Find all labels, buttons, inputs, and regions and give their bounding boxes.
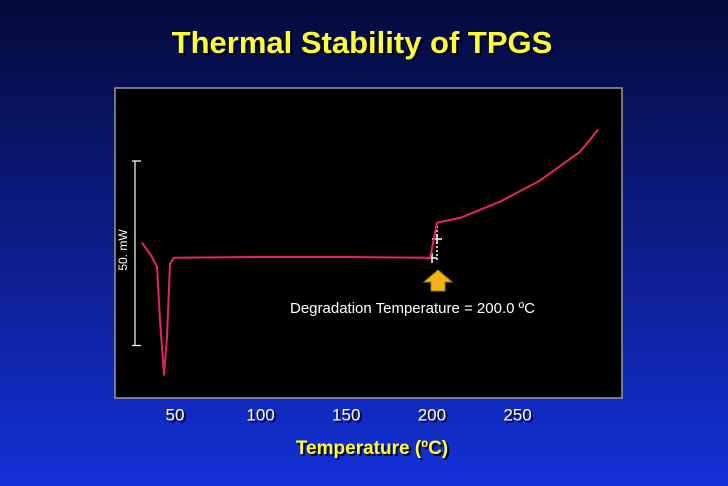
arrow-icon (422, 269, 454, 292)
x-axis-label: Temperature (ºC) (296, 438, 448, 459)
x-tick-label: 200 (418, 405, 446, 424)
data-line (141, 129, 599, 376)
x-tick-label: 100 (246, 405, 274, 424)
x-tick-label: 150 (332, 405, 360, 424)
scale-bar-label: 50. mW (116, 229, 130, 271)
annotation: Degradation Temperature = 200.0 ºC (290, 300, 535, 317)
x-tick-label: 250 (503, 405, 531, 424)
onset-cross (427, 234, 442, 263)
chart-title: Thermal Stability of TPGS (172, 25, 553, 60)
onset-markers (422, 222, 454, 292)
scale-bar (132, 160, 141, 347)
plot-area (114, 87, 623, 399)
x-tick-label: 50 (165, 405, 184, 424)
